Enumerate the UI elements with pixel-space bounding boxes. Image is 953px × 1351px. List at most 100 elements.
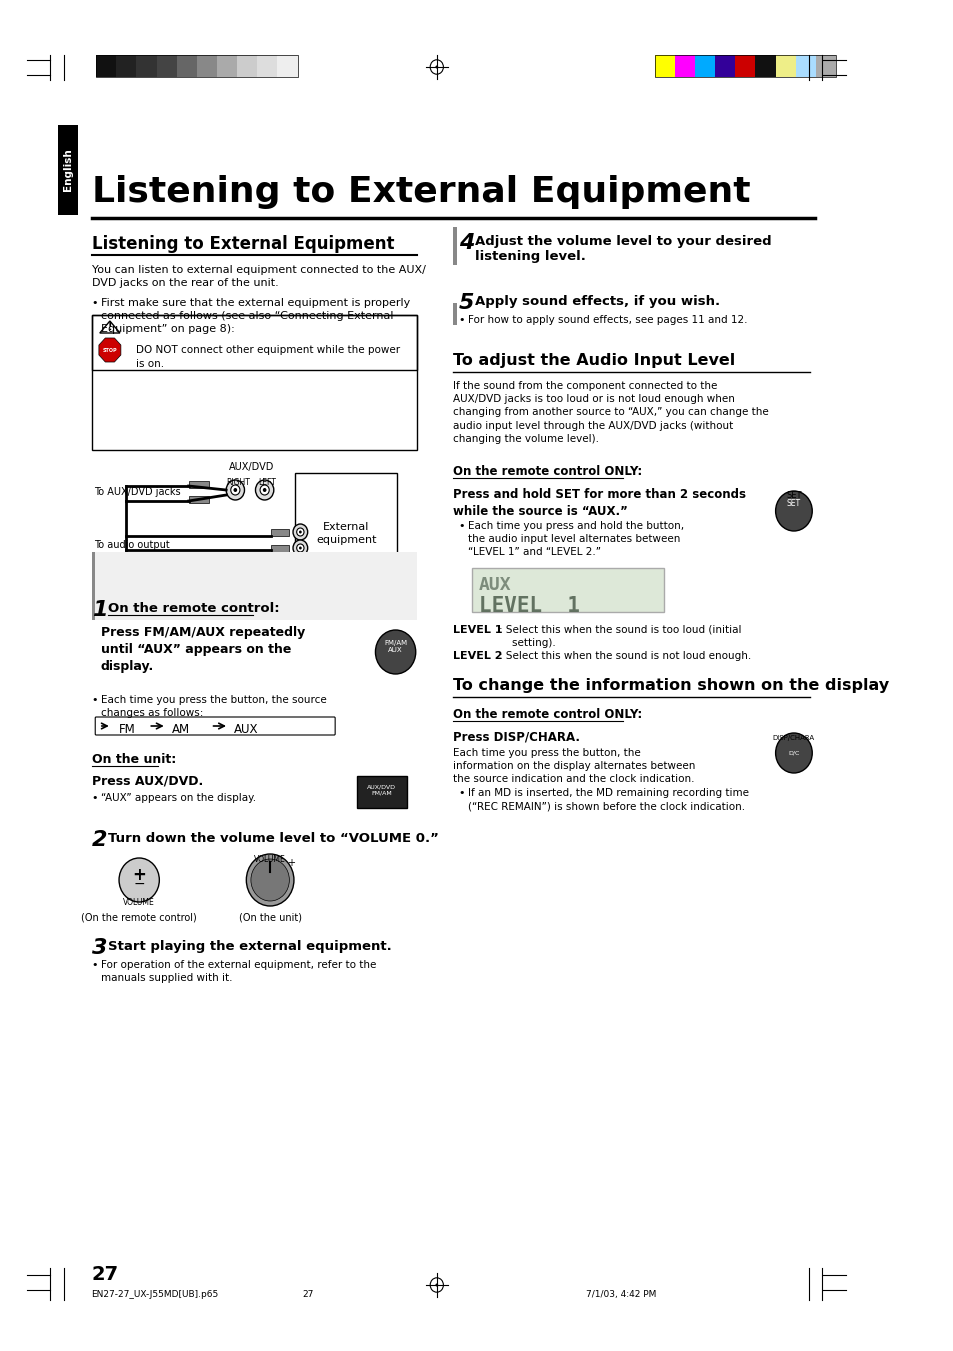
- Bar: [91, 553, 95, 620]
- Bar: [196, 55, 216, 77]
- Text: Each time you press the button, the source
changes as follows:: Each time you press the button, the sour…: [101, 694, 326, 719]
- Text: +: +: [132, 866, 146, 884]
- Circle shape: [435, 1283, 437, 1286]
- Text: DO NOT connect other equipment while the power
is on.: DO NOT connect other equipment while the…: [135, 345, 399, 369]
- Text: AUX: AUX: [233, 723, 257, 736]
- Text: AUX/DVD: AUX/DVD: [229, 462, 274, 471]
- Bar: [96, 55, 116, 77]
- Bar: [91, 315, 416, 370]
- Text: 3: 3: [91, 938, 107, 958]
- Text: On the remote control:: On the remote control:: [108, 603, 279, 615]
- Bar: [654, 55, 835, 77]
- Text: •: •: [91, 299, 98, 308]
- Text: If the sound from the component connected to the
AUX/DVD jacks is too loud or is: If the sound from the component connecte…: [453, 381, 768, 443]
- Text: •: •: [91, 961, 98, 970]
- Text: On the unit:: On the unit:: [91, 753, 175, 766]
- Text: DISP/CHARA: DISP/CHARA: [772, 735, 814, 740]
- Bar: [695, 55, 715, 77]
- Text: AM: AM: [172, 723, 190, 736]
- Text: Apply sound effects, if you wish.: Apply sound effects, if you wish.: [475, 295, 720, 308]
- Text: On the remote control ONLY:: On the remote control ONLY:: [453, 465, 642, 478]
- Circle shape: [375, 630, 416, 674]
- Text: STOP: STOP: [103, 347, 117, 353]
- Text: Press AUX/DVD.: Press AUX/DVD.: [91, 775, 203, 788]
- Text: Listening to External Equipment: Listening to External Equipment: [91, 235, 394, 253]
- Circle shape: [231, 485, 239, 494]
- Bar: [271, 530, 289, 536]
- Circle shape: [262, 488, 266, 492]
- Text: First make sure that the external equipment is properly
connected as follows (se: First make sure that the external equipm…: [101, 299, 410, 335]
- Bar: [775, 55, 795, 77]
- Circle shape: [226, 480, 244, 500]
- Bar: [277, 55, 297, 77]
- Text: SET: SET: [786, 500, 801, 508]
- Text: Each time you press the button, the
information on the display alternates betwee: Each time you press the button, the info…: [453, 748, 695, 785]
- Text: (On the unit): (On the unit): [238, 912, 301, 921]
- Text: You can listen to external equipment connected to the AUX/
DVD jacks on the rear: You can listen to external equipment con…: [91, 265, 425, 288]
- Circle shape: [775, 490, 811, 531]
- Bar: [116, 55, 136, 77]
- Circle shape: [296, 544, 304, 553]
- FancyBboxPatch shape: [95, 717, 335, 735]
- Circle shape: [298, 547, 301, 550]
- Bar: [294, 473, 397, 555]
- Bar: [795, 55, 815, 77]
- Bar: [755, 55, 775, 77]
- Text: VOLUME: VOLUME: [123, 898, 155, 907]
- Text: •: •: [91, 694, 98, 705]
- Bar: [189, 496, 209, 503]
- Bar: [136, 55, 156, 77]
- Text: •: •: [458, 521, 465, 531]
- Circle shape: [296, 528, 304, 536]
- Bar: [356, 775, 407, 808]
- Text: •: •: [458, 788, 465, 798]
- Text: To AUX/DVD jacks: To AUX/DVD jacks: [94, 486, 181, 497]
- Text: To audio output: To audio output: [94, 540, 170, 550]
- Text: “AUX” appears on the display.: “AUX” appears on the display.: [101, 793, 255, 802]
- Bar: [715, 55, 735, 77]
- Text: •: •: [458, 315, 465, 326]
- Text: 1: 1: [91, 600, 107, 620]
- Text: 7/1/03, 4:42 PM: 7/1/03, 4:42 PM: [585, 1290, 656, 1300]
- Bar: [674, 55, 695, 77]
- Bar: [91, 553, 416, 620]
- Text: Press FM/AM/AUX repeatedly
until “AUX” appears on the
display.: Press FM/AM/AUX repeatedly until “AUX” a…: [101, 626, 305, 673]
- Text: Adjust the volume level to your desired
listening level.: Adjust the volume level to your desired …: [475, 235, 771, 263]
- Text: On the remote control ONLY:: On the remote control ONLY:: [453, 708, 642, 721]
- Bar: [237, 55, 257, 77]
- Text: AUX/DVD
FM/AM: AUX/DVD FM/AM: [367, 785, 395, 796]
- Circle shape: [233, 488, 237, 492]
- Bar: [156, 55, 176, 77]
- Text: : Select this when the sound is not loud enough.: : Select this when the sound is not loud…: [498, 651, 751, 661]
- Bar: [189, 481, 209, 488]
- Text: External
equipment: External equipment: [315, 521, 376, 546]
- Circle shape: [119, 858, 159, 902]
- Text: LEVEL 2: LEVEL 2: [453, 651, 502, 661]
- Text: To adjust the Audio Input Level: To adjust the Audio Input Level: [453, 353, 735, 367]
- Polygon shape: [99, 338, 121, 362]
- Circle shape: [775, 734, 811, 773]
- Text: English: English: [63, 149, 72, 192]
- Text: EN27-27_UX-J55MD[UB].p65: EN27-27_UX-J55MD[UB].p65: [91, 1290, 218, 1300]
- Circle shape: [260, 485, 269, 494]
- Text: Turn down the volume level to “VOLUME 0.”: Turn down the volume level to “VOLUME 0.…: [108, 832, 438, 844]
- Text: 4: 4: [458, 232, 474, 253]
- Text: : Select this when the sound is too loud (initial
    setting).: : Select this when the sound is too loud…: [498, 626, 740, 648]
- Text: LEVEL 1: LEVEL 1: [453, 626, 502, 635]
- Text: AUX: AUX: [478, 576, 511, 594]
- Text: LEVEL  1: LEVEL 1: [478, 596, 579, 616]
- Polygon shape: [100, 322, 120, 332]
- Text: •: •: [91, 793, 98, 802]
- Text: LEFT: LEFT: [258, 478, 276, 486]
- Circle shape: [293, 540, 308, 557]
- Text: Listening to External Equipment: Listening to External Equipment: [91, 176, 749, 209]
- Bar: [453, 227, 456, 265]
- Circle shape: [255, 480, 274, 500]
- Bar: [91, 315, 416, 450]
- Bar: [96, 55, 297, 77]
- Bar: [815, 55, 835, 77]
- Text: (On the remote control): (On the remote control): [81, 912, 197, 921]
- Text: For operation of the external equipment, refer to the
manuals supplied with it.: For operation of the external equipment,…: [101, 961, 375, 984]
- Circle shape: [435, 65, 437, 69]
- Circle shape: [251, 859, 289, 901]
